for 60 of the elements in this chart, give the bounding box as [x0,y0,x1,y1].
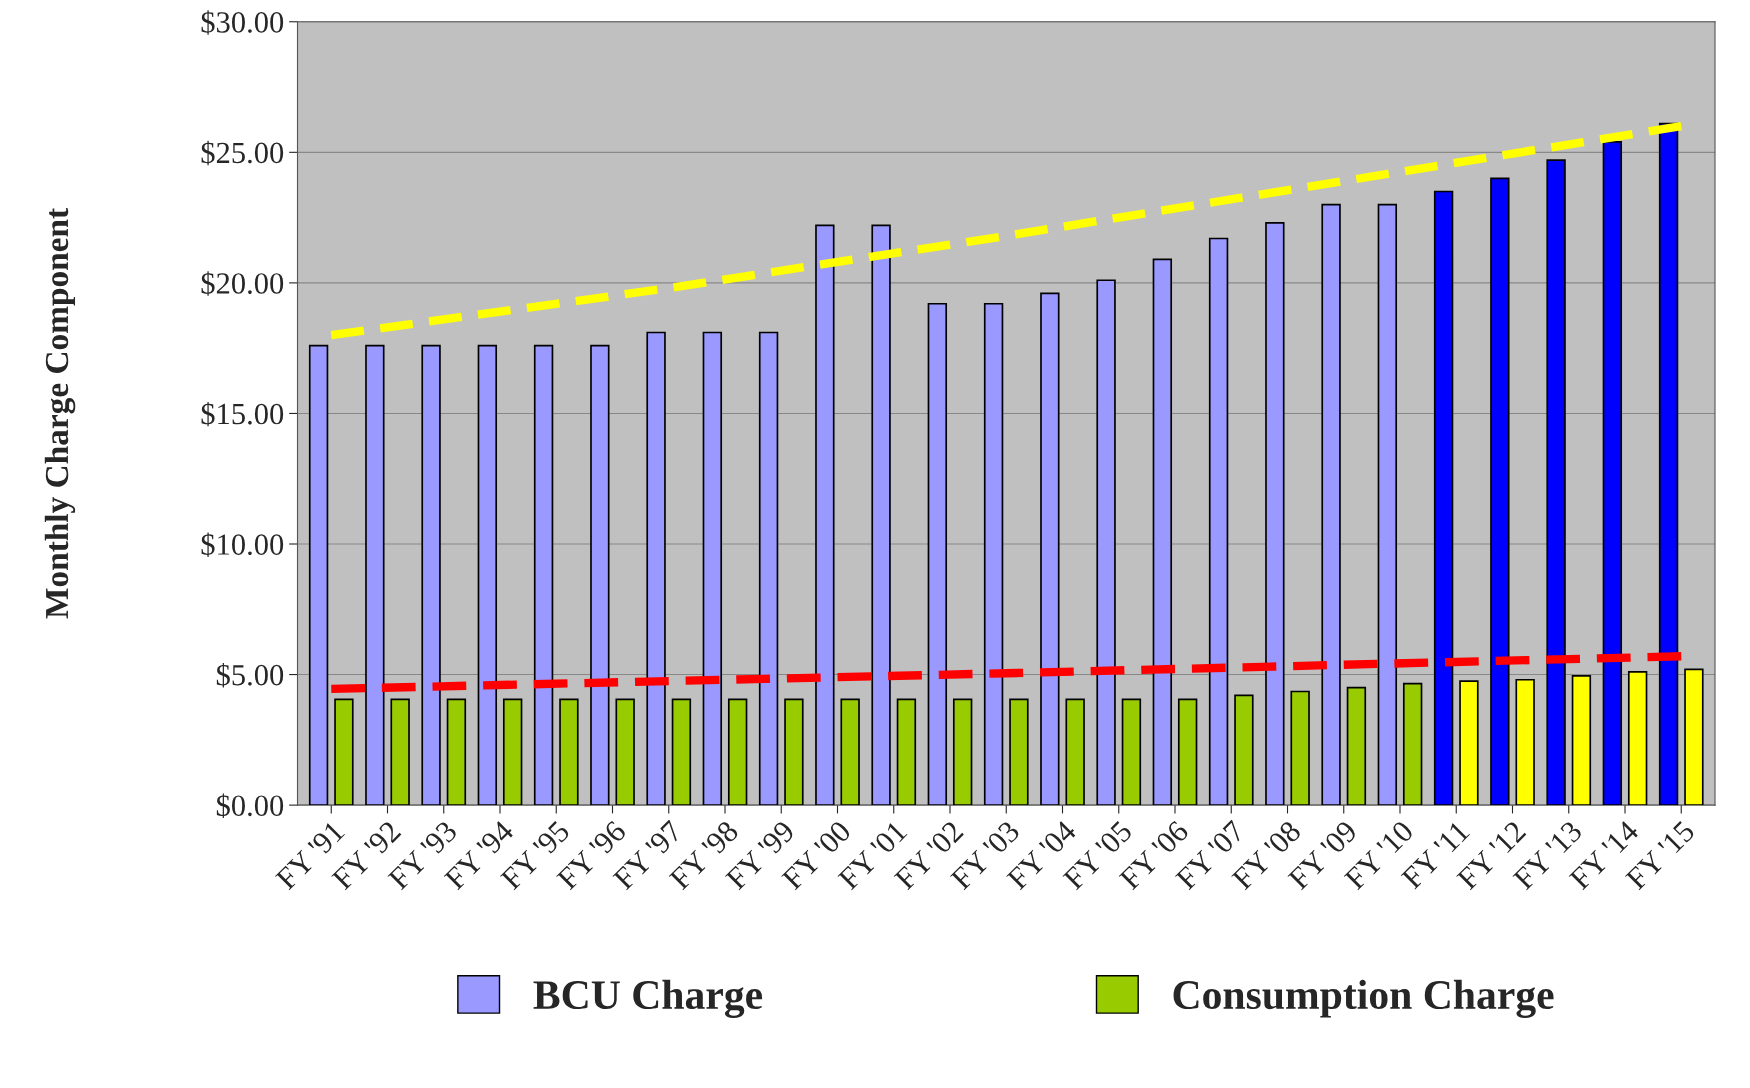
y-tick-label: $0.00 [216,793,284,819]
bar [1265,221,1285,806]
bar [1546,159,1566,806]
bar [421,344,441,806]
bar [727,698,748,806]
bar [446,698,467,806]
bar [1121,698,1142,806]
legend-label: Consumption Charge [1173,979,1554,1018]
bar [784,698,804,806]
y-tick-label: $10.00 [201,532,284,557]
bar [1377,203,1398,806]
bar [983,302,1004,806]
bar [1571,675,1592,806]
y-tick-label: $15.00 [201,401,284,427]
legend-label: BCU Charge [533,979,763,1018]
bar [671,698,692,806]
bar [502,698,523,806]
bar [1346,686,1367,806]
y-tick-label: $20.00 [201,271,284,296]
bar [1602,141,1623,806]
bar [1490,177,1510,806]
y-tick-label: $25.00 [201,140,284,166]
y-tick-label: $5.00 [216,663,284,688]
bar [1433,190,1454,806]
bar [871,224,891,806]
bar [840,698,860,806]
bar [646,331,666,806]
bar [390,698,410,806]
bar [533,344,554,806]
bar [334,698,354,806]
bar [1065,698,1085,806]
bar [308,344,329,806]
bar [477,344,498,806]
bar [1459,680,1479,806]
bar [1627,671,1648,806]
bar [1321,203,1341,806]
bar [896,698,917,806]
bar [815,224,835,806]
bar [1658,122,1679,806]
bar [1177,698,1198,806]
y-axis-title: Monthly Charge Component [44,208,76,619]
bar [1040,292,1060,806]
bar [702,331,723,806]
bar [590,344,610,806]
bar [1515,678,1535,806]
bar [1096,279,1116,806]
bar [1234,694,1254,806]
bar [1684,668,1704,806]
bar [758,331,779,806]
bar [1402,682,1423,806]
bar [615,698,635,806]
y-tick-label: $30.00 [201,10,284,35]
bar [559,698,579,806]
bar [927,302,948,806]
bar [1290,690,1310,806]
bar [952,698,973,806]
bar [1009,698,1029,806]
bar [365,344,385,806]
bar [1152,258,1173,806]
bar [1208,237,1229,806]
